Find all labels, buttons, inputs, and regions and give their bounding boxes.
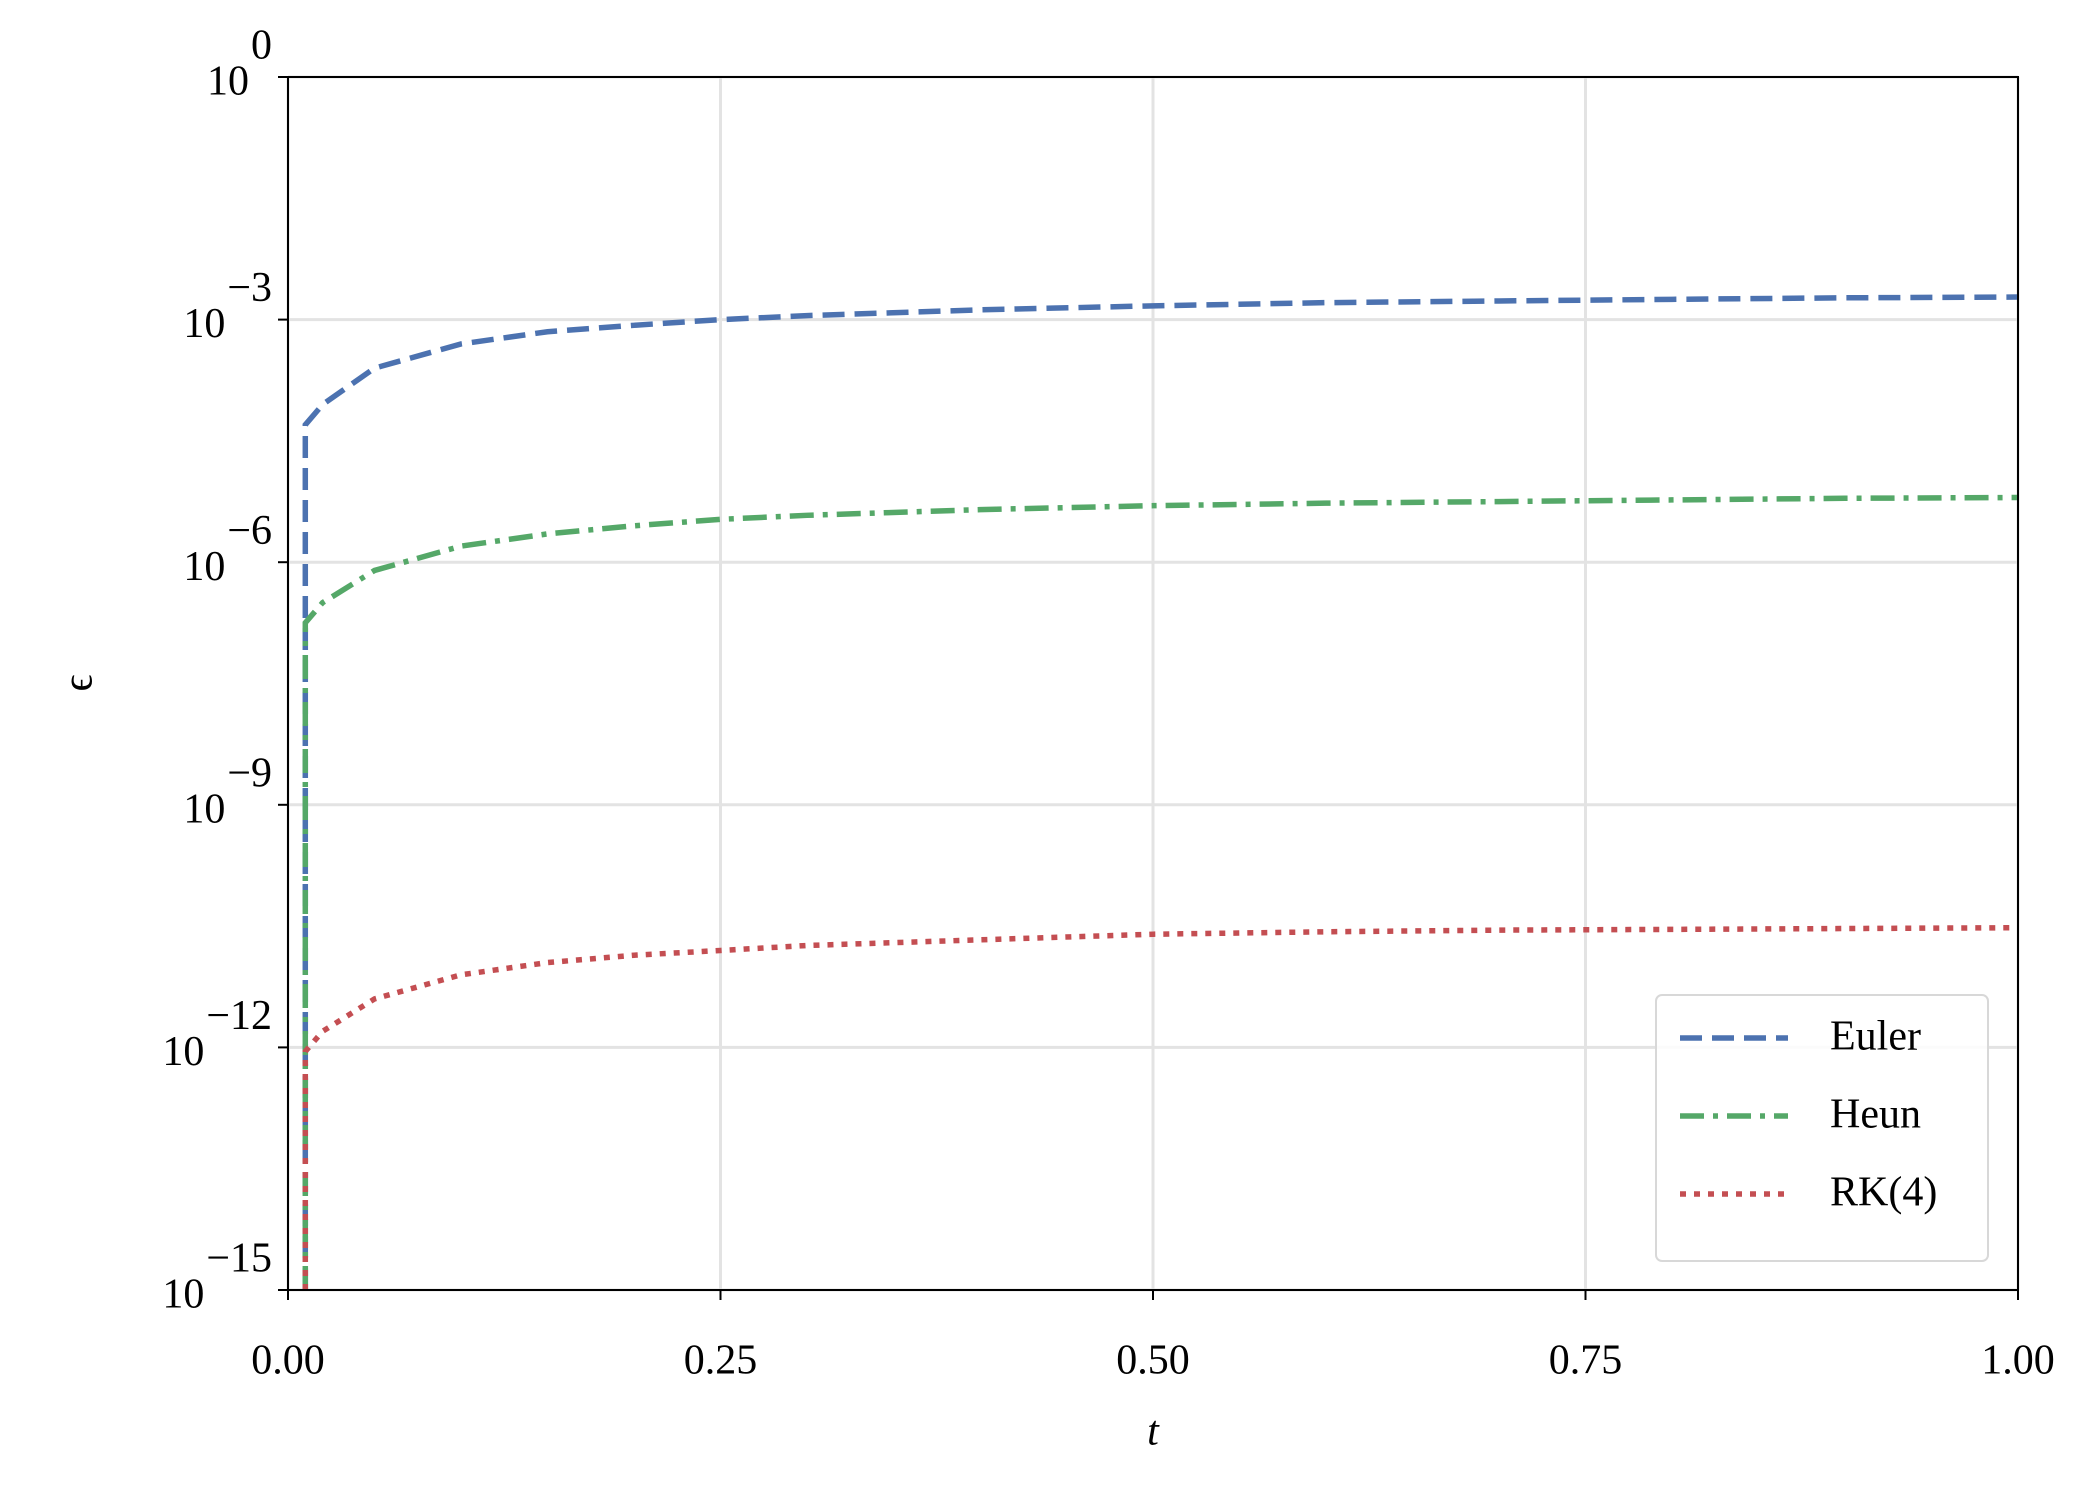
y-tick-label: 10	[183, 301, 225, 347]
series-line	[302, 294, 2019, 1290]
y-tick-label: 10	[183, 544, 225, 590]
y-tick-label: 10	[162, 1029, 204, 1075]
legend-box	[1655, 994, 1989, 1262]
lines	[302, 294, 2019, 1290]
legend-label: Euler	[1830, 1014, 1921, 1060]
x-tick-label: 0.75	[1549, 1338, 1623, 1384]
y-tick-exponent: −12	[206, 993, 272, 1039]
y-tick-exponent: −6	[227, 508, 272, 554]
x-tick-label: 0.50	[1116, 1338, 1190, 1384]
x-tick-label: 0.00	[251, 1338, 325, 1384]
y-tick-exponent: 0	[251, 23, 272, 69]
y-tick-exponent: −9	[227, 750, 272, 796]
x-axis-label: t	[1147, 1409, 1160, 1455]
y-tick-label: 10	[183, 786, 225, 832]
y-tick-exponent: −15	[206, 1236, 272, 1282]
x-tick-label: 0.25	[684, 1338, 758, 1384]
legend-label: Heun	[1830, 1092, 1921, 1138]
ticks: 0.00 0.25 0.50 0.75 1.00−1510−1210−910−610−3…	[162, 23, 2054, 1384]
y-tick-label: 10	[162, 1272, 204, 1318]
x-tick-label: 1.00	[1981, 1338, 2055, 1384]
series-line	[302, 924, 2019, 1290]
y-tick-exponent: −3	[227, 265, 272, 311]
y-axis-label: ϵ	[56, 674, 102, 691]
series-line	[302, 494, 2019, 1290]
legend-label: RK(4)	[1830, 1170, 1937, 1216]
legend: Euler Heun RK(4)	[1655, 994, 1989, 1262]
y-tick-label: 10	[207, 59, 249, 105]
